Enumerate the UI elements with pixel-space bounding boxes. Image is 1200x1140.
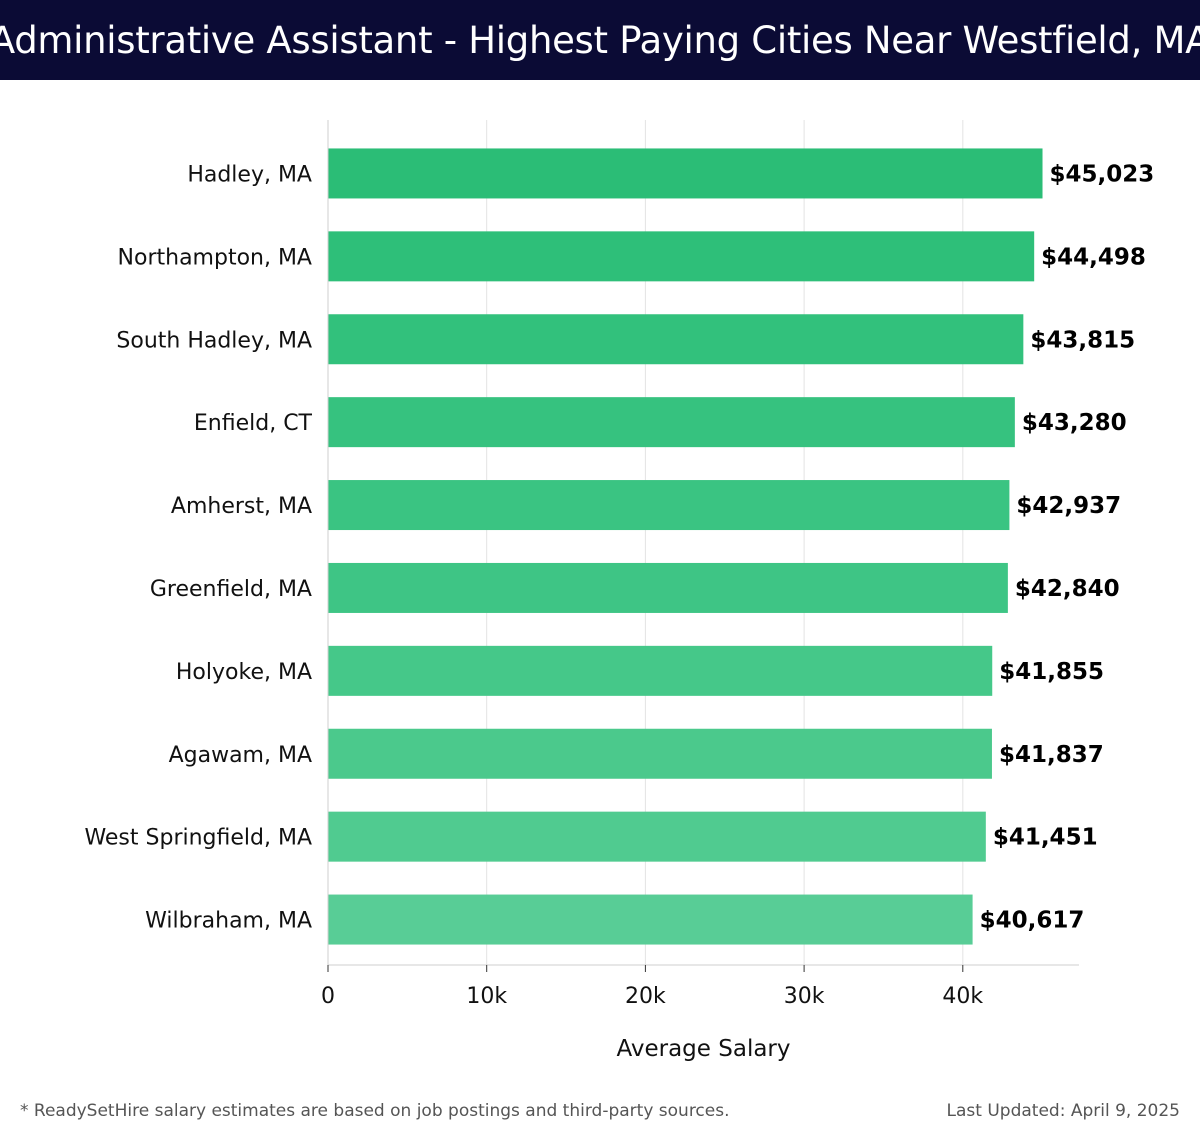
- category-label: Agawam, MA: [169, 743, 312, 768]
- footer-note: * ReadySetHire salary estimates are base…: [20, 1101, 730, 1121]
- bar-3: [328, 397, 1015, 448]
- value-label: $40,617: [980, 908, 1085, 934]
- value-label: $44,498: [1041, 244, 1146, 270]
- category-label: Hadley, MA: [187, 162, 312, 187]
- category-label: Northampton, MA: [118, 245, 312, 270]
- category-label: West Springfield, MA: [84, 826, 312, 851]
- value-label: $42,937: [1016, 493, 1121, 519]
- chart-title: Administrative Assistant - Highest Payin…: [0, 18, 1200, 62]
- x-axis-title: Average Salary: [616, 1036, 790, 1062]
- value-label: $42,840: [1015, 576, 1120, 602]
- bar-1: [328, 231, 1035, 282]
- bar-8: [328, 811, 986, 862]
- x-tick-label: 20k: [625, 984, 666, 1009]
- x-tick-label: 10k: [466, 984, 507, 1009]
- bar-0: [328, 148, 1043, 199]
- category-label: Holyoke, MA: [176, 660, 312, 685]
- category-label: Enfield, CT: [194, 411, 313, 436]
- value-label: $45,023: [1050, 161, 1155, 187]
- value-label: $41,837: [999, 742, 1104, 768]
- salary-bar-chart: Hadley, MA $45,023 Northampton, MA $44,498 S…: [84, 120, 1155, 1062]
- value-label: $41,451: [993, 825, 1098, 851]
- x-tick-label: 0: [321, 984, 335, 1009]
- value-label: $41,855: [999, 659, 1104, 685]
- x-tick-label: 30k: [784, 984, 825, 1009]
- bar-2: [328, 314, 1024, 365]
- category-label: Greenfield, MA: [150, 577, 312, 602]
- category-label: Wilbraham, MA: [145, 909, 312, 934]
- category-label: South Hadley, MA: [116, 328, 312, 353]
- bar-6: [328, 645, 993, 696]
- value-label: $43,280: [1022, 410, 1127, 436]
- bar-9: [328, 894, 973, 945]
- x-tick-label: 40k: [942, 984, 983, 1009]
- bar-4: [328, 480, 1010, 531]
- category-label: Amherst, MA: [171, 494, 312, 519]
- bar-7: [328, 728, 992, 779]
- last-updated: Last Updated: April 9, 2025: [946, 1101, 1180, 1121]
- chart-header: Administrative Assistant - Highest Payin…: [0, 0, 1200, 80]
- value-label: $43,815: [1030, 327, 1135, 353]
- bar-5: [328, 562, 1008, 613]
